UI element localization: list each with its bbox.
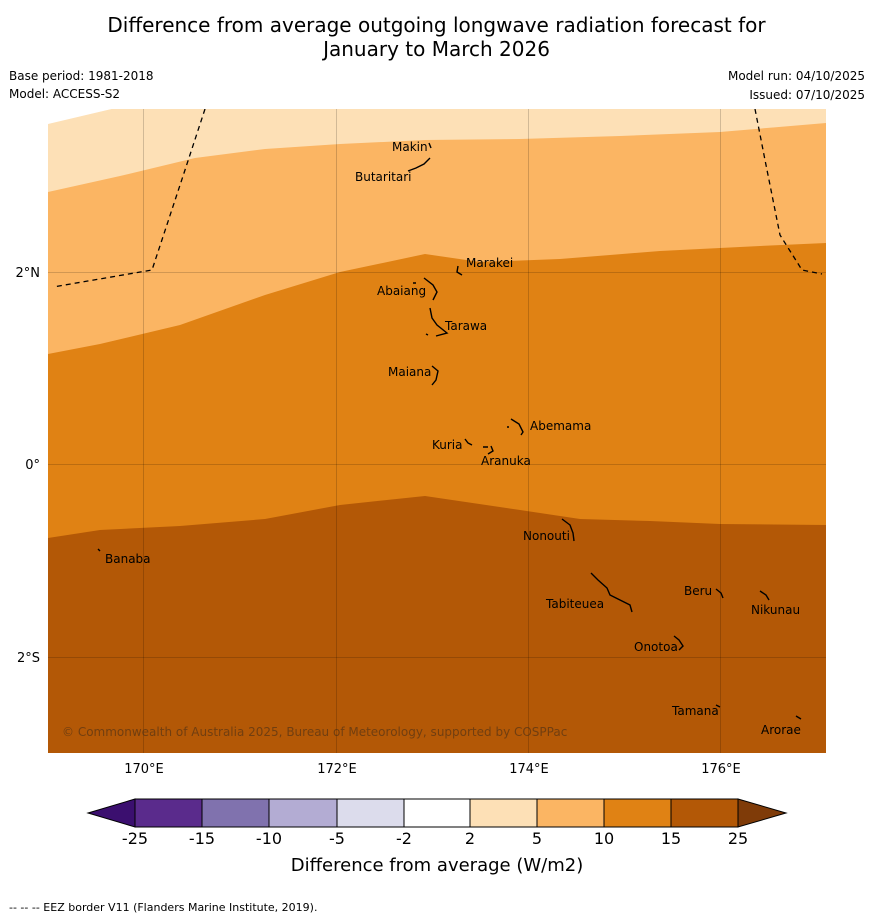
island-label-onotoa: Onotoa: [634, 640, 678, 654]
colorbar-swatch: [536, 798, 605, 828]
island-label-banaba: Banaba: [105, 552, 151, 566]
model-run: Model run: 04/10/2025: [727, 69, 865, 83]
colorbar-tick-label: 5: [532, 829, 542, 848]
island-label-aranuka: Aranuka: [481, 454, 531, 468]
island-label-arorae: Arorae: [761, 723, 801, 737]
x-tick-label: 172°E: [317, 762, 357, 777]
y-axis-ticks: 2°N 0° 2°S: [16, 266, 41, 666]
colorbar-tick-label: 2: [465, 829, 475, 848]
x-tick-label: 170°E: [124, 762, 164, 777]
island-labels: Makin Butaritari Marakei Abaiang Tarawa …: [105, 140, 801, 737]
colorbar-tick-label: -5: [329, 829, 345, 848]
island-label-tarawa: Tarawa: [444, 319, 487, 333]
island-label-kuria: Kuria: [432, 438, 463, 452]
colorbar-swatch: [670, 798, 739, 828]
colorbar-tick-label: -10: [256, 829, 282, 848]
colorbar-tick-label: 10: [594, 829, 614, 848]
y-tick-label: 0°: [25, 458, 40, 473]
band-2-5: [48, 109, 826, 192]
model-name: Model: ACCESS-S2: [9, 87, 121, 101]
eez-footnote: -- -- -- EEZ border V11 (Flanders Marine…: [9, 901, 318, 914]
colorbar-extend-high: [737, 798, 788, 828]
colorbar-tick-label: 15: [661, 829, 681, 848]
colorbar-swatch: [403, 798, 471, 828]
island-label-maiana: Maiana: [388, 365, 431, 379]
island-label-tabiteuea: Tabiteuea: [545, 597, 604, 611]
island-label-nikunau: Nikunau: [751, 603, 800, 617]
island-outlines: [97, 142, 802, 720]
colorbar-tick-label: -2: [396, 829, 412, 848]
title-line-2: January to March 2026: [323, 37, 550, 61]
island-label-beru: Beru: [684, 584, 712, 598]
map-panel: Makin Butaritari Marakei Abaiang Tarawa …: [48, 109, 826, 753]
colorbar-tick-label: -15: [189, 829, 215, 848]
y-tick-label: 2°S: [17, 651, 40, 666]
colorbar-swatch: [134, 798, 203, 828]
colorbar-tick-label: -25: [122, 829, 148, 848]
colorbar-ticks: -25 -15 -10 -5 -2 2 5 10 15 25: [122, 829, 748, 848]
island-label-butaritari: Butaritari: [355, 170, 412, 184]
issued-date: Issued: 07/10/2025: [749, 88, 865, 102]
island-label-abaiang: Abaiang: [377, 284, 426, 298]
colorbar-swatch: [336, 798, 405, 828]
island-label-nonouti: Nonouti: [523, 529, 570, 543]
colorbar-extend-low: [86, 798, 136, 828]
island-label-tamana: Tamana: [671, 704, 719, 718]
colorbar-swatch: [201, 798, 270, 828]
colorbar-swatch: [268, 798, 338, 828]
gridlines: [48, 109, 826, 753]
x-tick-label: 176°E: [701, 762, 741, 777]
colorbar: [86, 798, 788, 828]
colorbar-title: Difference from average (W/m2): [291, 855, 583, 876]
copyright-notice: © Commonwealth of Australia 2025, Bureau…: [62, 725, 567, 739]
colorbar-tick-label: 25: [728, 829, 748, 848]
island-label-makin: Makin: [392, 140, 428, 154]
base-period: Base period: 1981-2018: [9, 69, 154, 83]
eez-border: [52, 109, 823, 288]
island-label-marakei: Marakei: [466, 256, 513, 270]
island-label-abemama: Abemama: [530, 419, 591, 433]
y-tick-label: 2°N: [16, 266, 41, 281]
x-tick-label: 174°E: [509, 762, 549, 777]
colorbar-swatch: [469, 798, 538, 828]
band-5-10: [48, 109, 826, 354]
colorbar-swatch: [603, 798, 672, 828]
x-axis-ticks: 170°E 172°E 174°E 176°E: [124, 762, 741, 777]
title-line-1: Difference from average outgoing longwav…: [107, 13, 766, 37]
